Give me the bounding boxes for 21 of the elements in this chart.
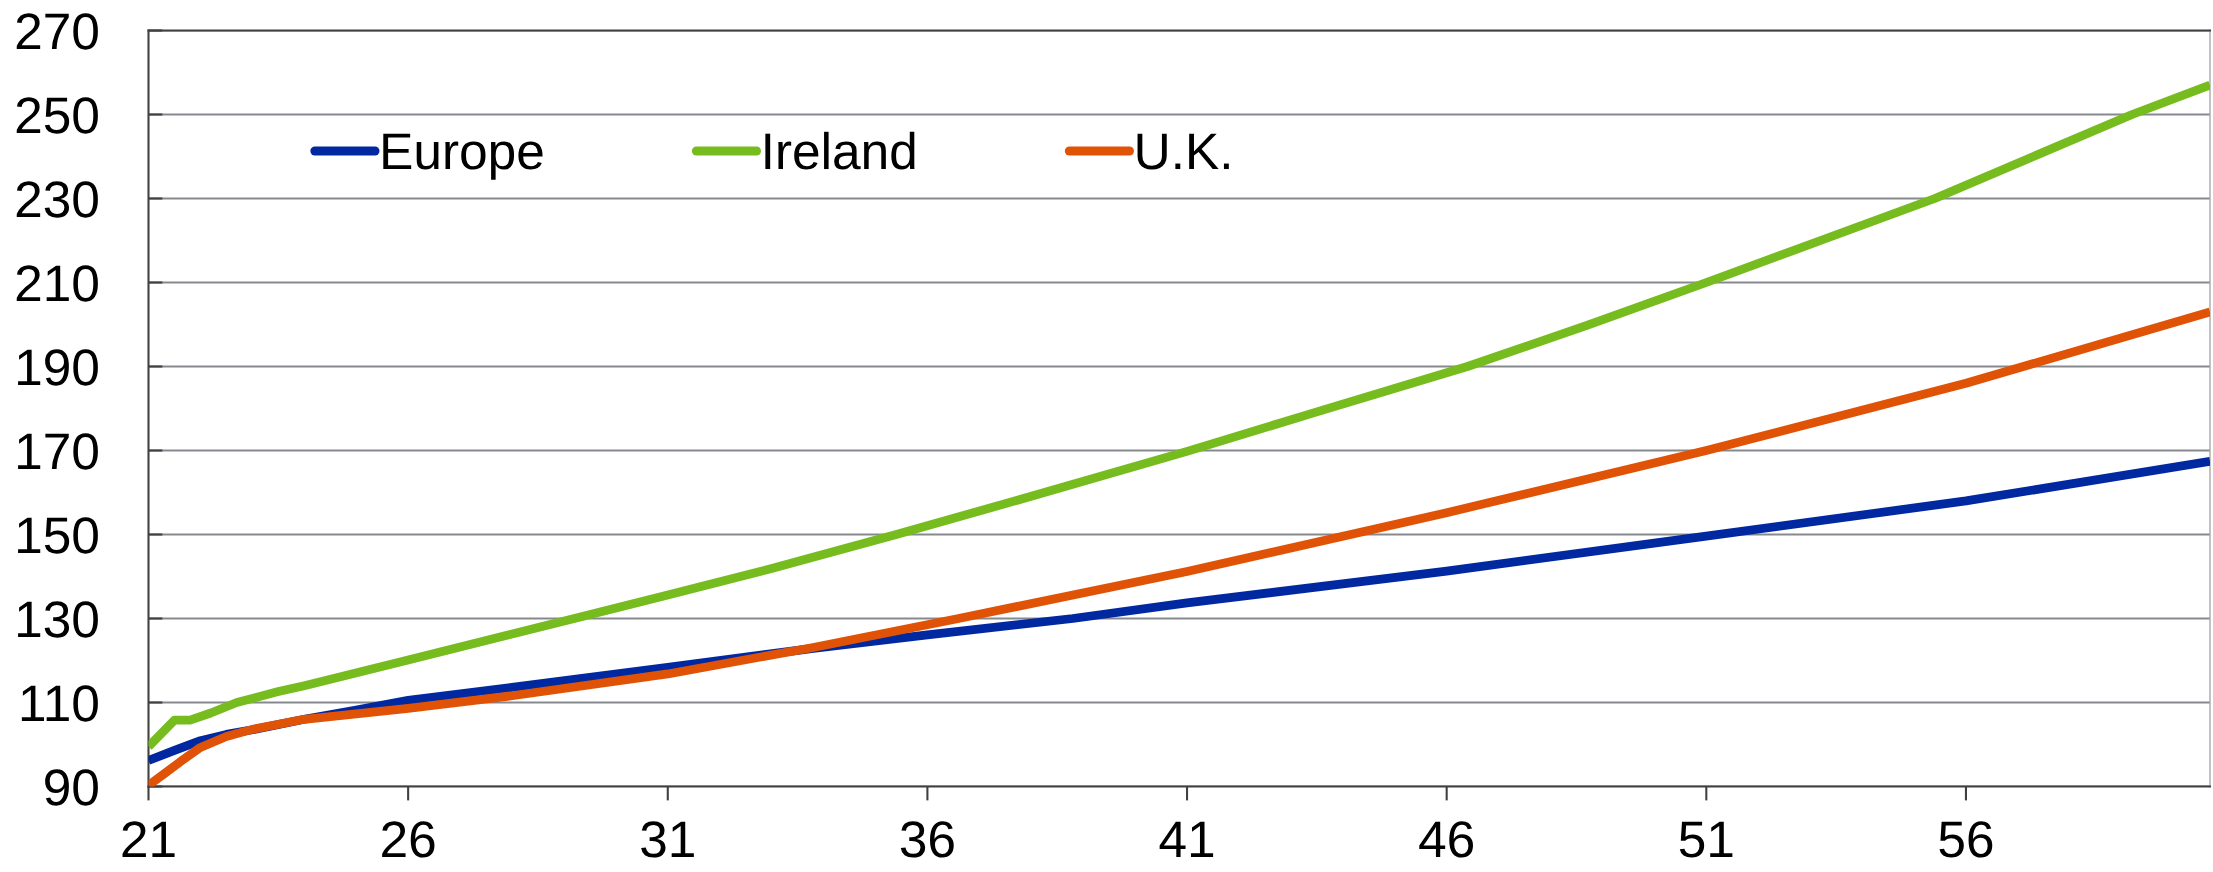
- x-tick-label: 31: [641, 821, 694, 858]
- x-tick-label: 26: [382, 821, 435, 858]
- y-tick-label: 270: [16, 13, 98, 50]
- y-tick-label: 190: [18, 349, 98, 386]
- y-tick-label: 210: [16, 265, 98, 302]
- x-tick-label: 56: [1939, 821, 1993, 858]
- y-tick-label: 250: [16, 97, 98, 134]
- y-tick-label: 130: [18, 601, 98, 638]
- y-tick-label: 150: [18, 517, 98, 554]
- x-tick-label: 41: [1159, 821, 1214, 858]
- x-tick-label: 46: [1419, 821, 1473, 858]
- y-tick-label: 230: [16, 181, 98, 218]
- y-tick-label: 170: [18, 433, 98, 470]
- legend-label: Europe: [383, 133, 543, 180]
- x-tick-label: 51: [1679, 821, 1733, 858]
- legend-label: U.K.: [1137, 133, 1229, 170]
- x-tick-label: 21: [122, 821, 175, 858]
- y-tick-label: 90: [45, 769, 98, 806]
- x-tick-label: 36: [900, 821, 954, 858]
- y-tick-label: 110: [21, 685, 98, 722]
- legend-label: Ireland: [765, 131, 915, 170]
